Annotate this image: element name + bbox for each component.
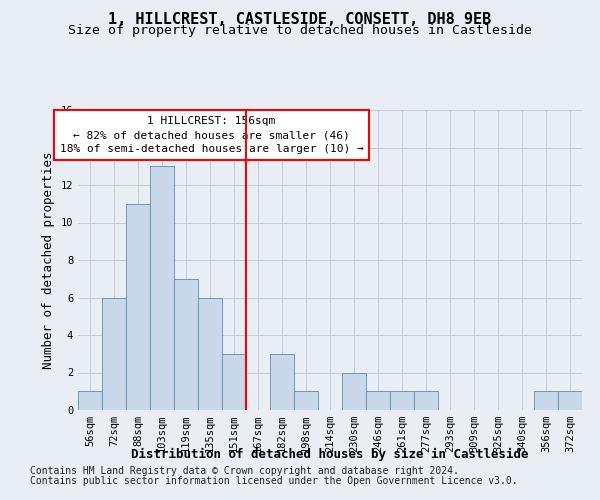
Bar <box>414 391 438 410</box>
Bar <box>534 391 558 410</box>
Bar <box>78 391 102 410</box>
Bar <box>126 204 150 410</box>
Text: 1 HILLCREST: 156sqm
← 82% of detached houses are smaller (46)
18% of semi-detach: 1 HILLCREST: 156sqm ← 82% of detached ho… <box>59 116 364 154</box>
Bar <box>342 372 366 410</box>
Text: Distribution of detached houses by size in Castleside: Distribution of detached houses by size … <box>131 448 529 460</box>
Bar <box>558 391 582 410</box>
Bar <box>222 354 246 410</box>
Bar <box>390 391 414 410</box>
Bar <box>150 166 174 410</box>
Y-axis label: Number of detached properties: Number of detached properties <box>42 151 55 369</box>
Bar <box>102 298 126 410</box>
Bar <box>294 391 318 410</box>
Text: 1, HILLCREST, CASTLESIDE, CONSETT, DH8 9EB: 1, HILLCREST, CASTLESIDE, CONSETT, DH8 9… <box>109 12 491 28</box>
Text: Contains HM Land Registry data © Crown copyright and database right 2024.: Contains HM Land Registry data © Crown c… <box>30 466 459 476</box>
Bar <box>366 391 390 410</box>
Bar <box>270 354 294 410</box>
Bar <box>174 279 198 410</box>
Bar <box>198 298 222 410</box>
Text: Contains public sector information licensed under the Open Government Licence v3: Contains public sector information licen… <box>30 476 518 486</box>
Text: Size of property relative to detached houses in Castleside: Size of property relative to detached ho… <box>68 24 532 37</box>
